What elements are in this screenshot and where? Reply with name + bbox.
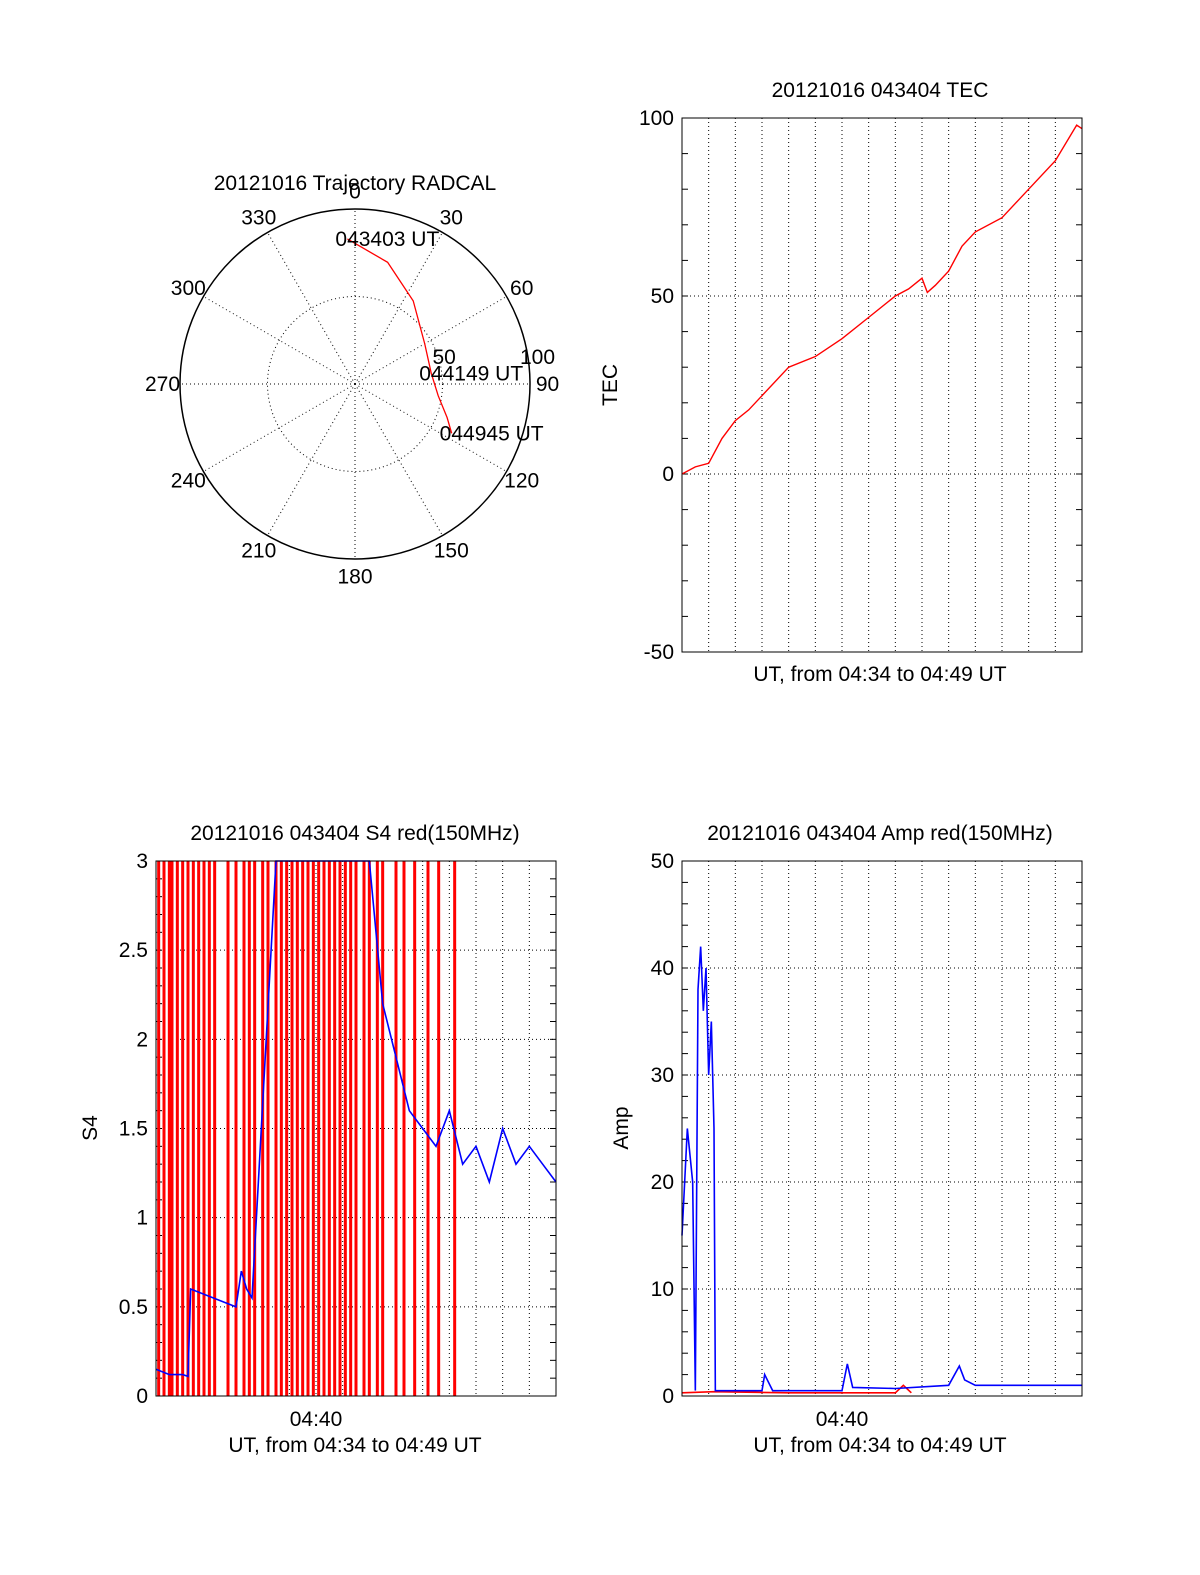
polar-time-annotation: 043403 UT xyxy=(335,228,439,251)
polar-annotations: 043403 UT 044149 UT 044945 UT xyxy=(335,228,543,445)
y-tick-label: 0 xyxy=(662,463,674,486)
polar-labels: 0 30 60 90 120 150 180 210 240 270 300 330 50 100 xyxy=(145,181,559,589)
polar-spoke xyxy=(354,232,443,385)
tec-grid xyxy=(682,117,1082,653)
polar-trajectory-chart: 20121016 Trajectory RADCAL 0 30 60 90 120 150… xyxy=(145,172,559,589)
tec-chart: 20121016 043404 TEC -50 0 50 100 TEC UT, fr… xyxy=(599,79,1083,686)
polar-azimuth-label: 300 xyxy=(171,277,206,300)
polar-azimuth-label: 120 xyxy=(504,469,539,492)
amp-y-axis-label: Amp xyxy=(610,1106,633,1149)
y-tick-label: 0 xyxy=(662,1385,674,1408)
polar-azimuth-label: 30 xyxy=(440,206,463,229)
x-tick-label: 04:40 xyxy=(816,1408,869,1431)
polar-outer-circle xyxy=(179,208,531,560)
y-tick-label: 0.5 xyxy=(119,1296,148,1319)
series-line xyxy=(681,124,1083,475)
y-tick-label: 20 xyxy=(651,1171,674,1194)
polar-azimuth-label: 240 xyxy=(171,469,206,492)
y-tick-label: 50 xyxy=(651,850,674,873)
y-tick-label: 0 xyxy=(136,1385,148,1408)
y-tick-label: 3 xyxy=(136,850,148,873)
tec-plot-frame xyxy=(681,117,1083,653)
s4-y-axis-label: S4 xyxy=(79,1115,102,1141)
tec-y-axis-label: TEC xyxy=(599,364,622,406)
amp-grid xyxy=(682,860,1082,1397)
amp-chart-title: 20121016 043404 Amp red(150MHz) xyxy=(707,822,1053,845)
x-tick-label: 04:40 xyxy=(290,1408,343,1431)
polar-time-annotation: 044149 UT xyxy=(419,362,523,385)
amp-x-axis-label: UT, from 04:34 to 04:49 UT xyxy=(753,1434,1006,1457)
tec-tick-labels: -50 0 50 100 xyxy=(639,107,674,664)
polar-azimuth-label: 330 xyxy=(241,206,276,229)
polar-radial-label: 50 xyxy=(433,346,456,369)
s4-plot-frame xyxy=(155,860,557,1397)
series-line xyxy=(681,946,1082,1392)
amp-tick-labels: 0 10 20 30 40 50 04:40 xyxy=(651,850,869,1431)
polar-inner-circle xyxy=(267,296,443,472)
y-tick-label: -50 xyxy=(644,641,674,664)
y-tick-label: 1 xyxy=(136,1207,148,1230)
s4-chart: 20121016 043404 S4 red(150MHz) 0 0.5 1 1.5 2… xyxy=(79,822,557,1457)
polar-radial-label: 100 xyxy=(520,346,555,369)
amp-plot-frame xyxy=(681,860,1083,1397)
amp-series xyxy=(681,946,1082,1394)
polar-spoke xyxy=(267,383,356,536)
polar-azimuth-label: 210 xyxy=(241,540,276,563)
polar-chart-title: 20121016 Trajectory RADCAL xyxy=(214,172,497,195)
polar-spoke xyxy=(354,383,443,536)
polar-series xyxy=(347,238,453,434)
y-tick-label: 30 xyxy=(651,1064,674,1087)
y-tick-label: 40 xyxy=(651,957,674,980)
polar-azimuth-label: 180 xyxy=(337,566,372,589)
tec-series xyxy=(681,124,1083,475)
polar-azimuth-label: 270 xyxy=(145,373,180,396)
amp-chart: 20121016 043404 Amp red(150MHz) 0 10 20 30 4… xyxy=(610,822,1083,1457)
polar-azimuth-label: 60 xyxy=(510,277,533,300)
tec-x-axis-label: UT, from 04:34 to 04:49 UT xyxy=(753,663,1006,686)
y-tick-label: 1.5 xyxy=(119,1118,148,1141)
polar-time-annotation: 044945 UT xyxy=(440,422,544,445)
polar-spoke xyxy=(267,232,356,385)
s4-chart-title: 20121016 043404 S4 red(150MHz) xyxy=(190,822,519,845)
series-line xyxy=(681,1384,912,1394)
y-tick-label: 2.5 xyxy=(119,939,148,962)
y-tick-label: 10 xyxy=(651,1278,674,1301)
s4-x-axis-label: UT, from 04:34 to 04:49 UT xyxy=(228,1434,481,1457)
polar-azimuth-label: 0 xyxy=(349,181,361,204)
polar-grid xyxy=(179,208,531,560)
y-tick-label: 100 xyxy=(639,107,674,130)
y-tick-label: 2 xyxy=(136,1028,148,1051)
tec-chart-title: 20121016 043404 TEC xyxy=(772,79,989,102)
polar-azimuth-label: 90 xyxy=(536,373,559,396)
polar-azimuth-label: 150 xyxy=(434,540,469,563)
s4-tick-labels: 0 0.5 1 1.5 2 2.5 3 04:40 xyxy=(119,850,342,1431)
polar-trajectory-line xyxy=(347,238,453,434)
y-tick-label: 50 xyxy=(651,285,674,308)
